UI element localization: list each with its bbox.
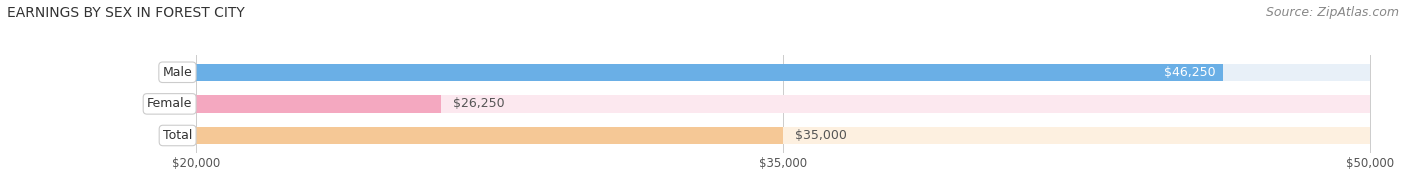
Bar: [197, 127, 1369, 144]
Bar: [197, 127, 783, 144]
Text: $46,250: $46,250: [1164, 66, 1216, 79]
Bar: [197, 95, 441, 113]
Text: EARNINGS BY SEX IN FOREST CITY: EARNINGS BY SEX IN FOREST CITY: [7, 6, 245, 20]
Text: $35,000: $35,000: [794, 129, 846, 142]
Bar: [197, 64, 1369, 81]
Text: $26,250: $26,250: [453, 97, 505, 110]
Text: Source: ZipAtlas.com: Source: ZipAtlas.com: [1265, 6, 1399, 19]
Text: Total: Total: [163, 129, 193, 142]
Bar: [197, 64, 1223, 81]
Text: Male: Male: [163, 66, 193, 79]
Bar: [197, 95, 1369, 113]
Text: Female: Female: [148, 97, 193, 110]
